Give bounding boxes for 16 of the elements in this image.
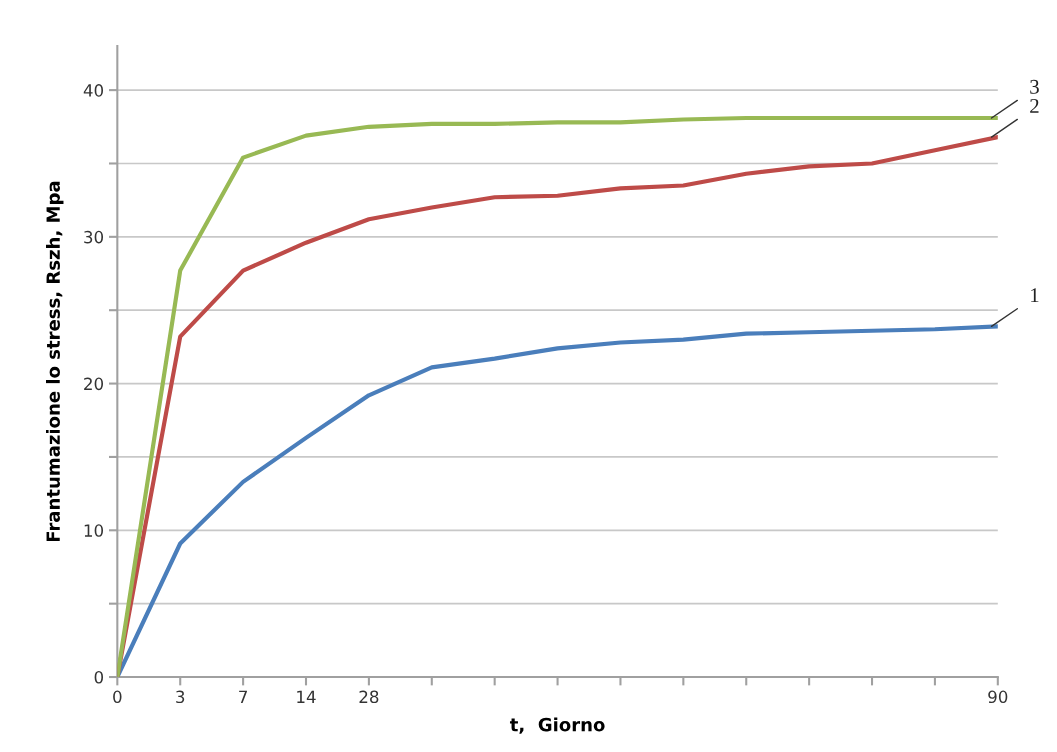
- x-tick-label: 28: [359, 690, 379, 704]
- x-tick-label: 0: [113, 690, 122, 704]
- x-tick-label: 3: [176, 690, 185, 704]
- x-tick-label: 14: [297, 690, 316, 703]
- x-axis-title: t, Giorno: [509, 717, 605, 734]
- series-label: 1: [1031, 288, 1039, 303]
- x-tick-label: 7: [239, 690, 247, 703]
- x-tick-label: 90: [988, 690, 1008, 704]
- y-tick-label: 10: [84, 524, 104, 537]
- y-tick-label: 20: [84, 377, 104, 391]
- y-axis-title: Frantumazione lo stress, Rszh, Mpa: [46, 181, 64, 542]
- series-label: 2: [1030, 98, 1039, 113]
- series-label: 3: [1030, 79, 1039, 94]
- y-tick-label: 0: [94, 670, 104, 684]
- y-tick-label: 40: [83, 84, 104, 97]
- y-tick-label: 30: [84, 230, 104, 244]
